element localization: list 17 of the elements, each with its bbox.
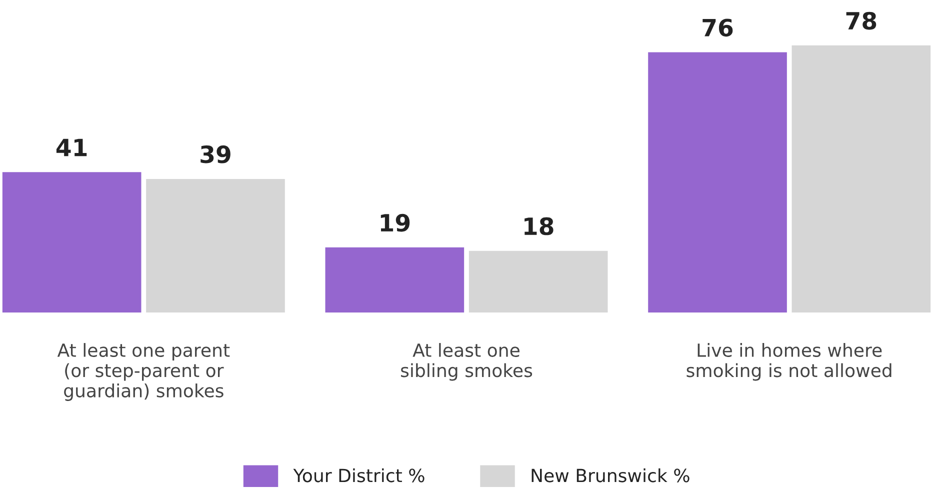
x-tick-label: At least one parent (or step-parent or guardian) smokes xyxy=(57,343,230,401)
data-label: 78 xyxy=(846,12,876,30)
bar xyxy=(2,172,142,312)
data-label: 76 xyxy=(702,18,733,37)
legend-label: New Brunswick % xyxy=(532,468,690,482)
data-label: 39 xyxy=(200,145,230,164)
data-label: 41 xyxy=(56,138,87,156)
bar xyxy=(325,247,464,312)
data-label: 19 xyxy=(380,214,410,232)
bar xyxy=(648,52,787,312)
x-tick-label: At least one sibling smokes xyxy=(401,343,532,381)
bar xyxy=(468,250,608,312)
legend-label: Your District % xyxy=(293,468,424,482)
x-tick-label: Live in homes where smoking is not allowed xyxy=(686,343,892,381)
bar xyxy=(146,178,285,312)
bar xyxy=(792,45,931,312)
data-label: 18 xyxy=(524,217,554,236)
